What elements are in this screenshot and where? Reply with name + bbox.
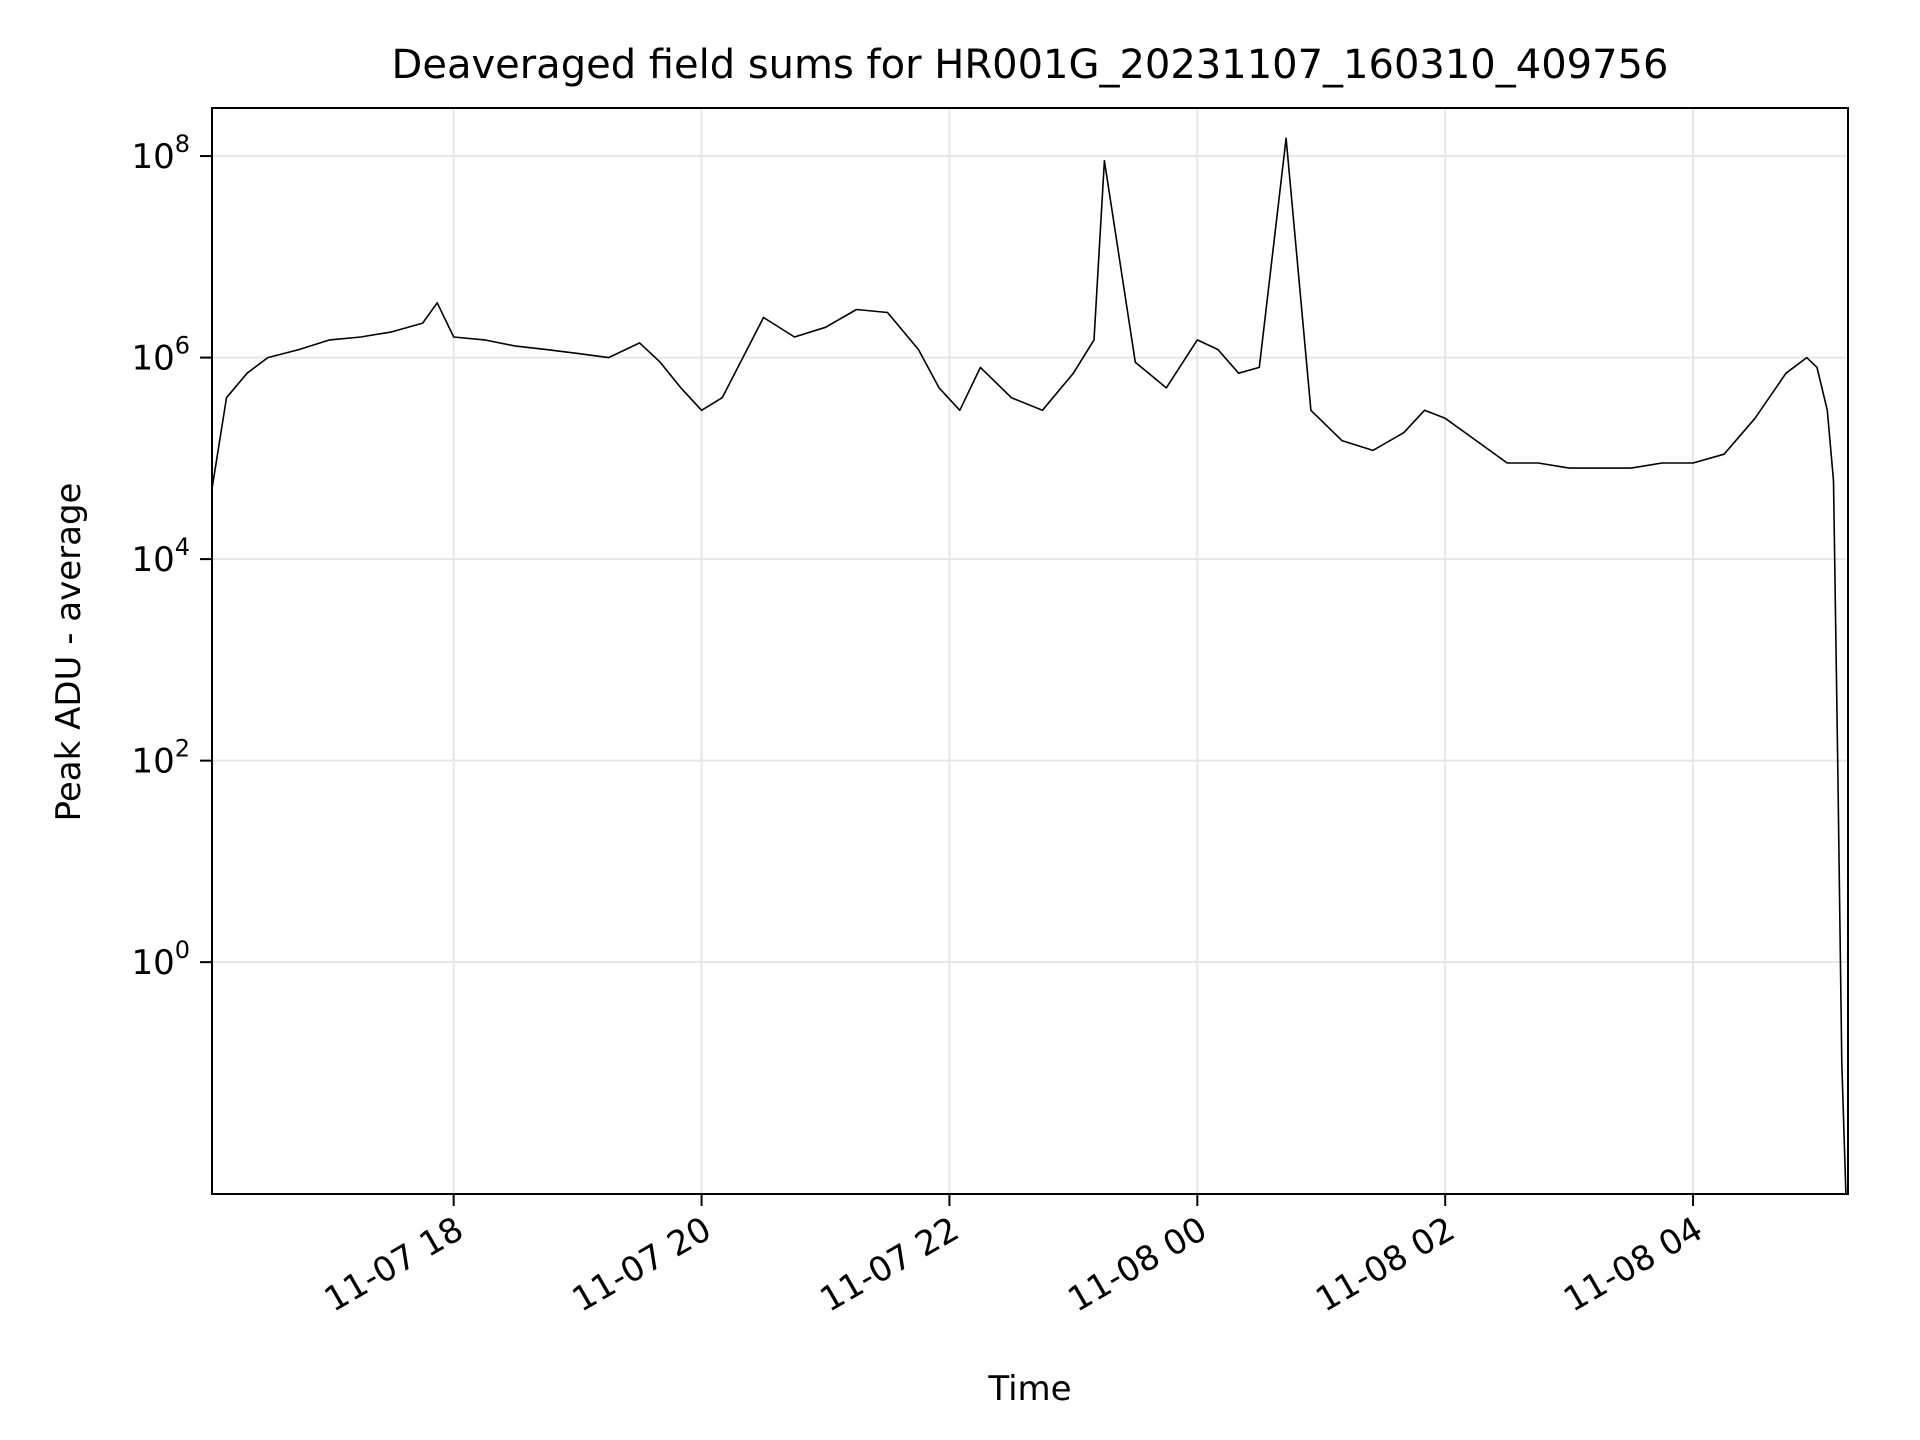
y-tick-label: 106 [131,332,190,379]
series-line [211,137,1847,1195]
y-tick-base: 10 [131,540,174,580]
y-tick-label: 108 [131,130,190,177]
plot-frame [211,107,1849,1195]
x-axis-label: Time [987,1369,1071,1409]
y-axis-label: Peak ADU - average [49,483,89,822]
y-tick-label: 104 [131,533,190,580]
y-tick-exponent: 2 [175,735,190,763]
y-tick-exponent: 6 [175,332,190,360]
series-layer [211,137,1847,1195]
y-tick-base: 10 [131,943,174,983]
y-tick-label: 102 [131,735,190,782]
grid-layer [212,108,1848,1194]
y-tick-base: 10 [131,339,174,379]
y-tick-base: 10 [131,742,174,782]
y-tick-label: 100 [131,936,190,983]
y-tick-exponent: 8 [175,130,190,158]
y-tick-base: 10 [131,137,174,177]
chart-title: Deaveraged field sums for HR001G_2023110… [392,42,1669,88]
y-tick-exponent: 0 [175,936,190,964]
y-tick-exponent: 4 [175,533,190,561]
